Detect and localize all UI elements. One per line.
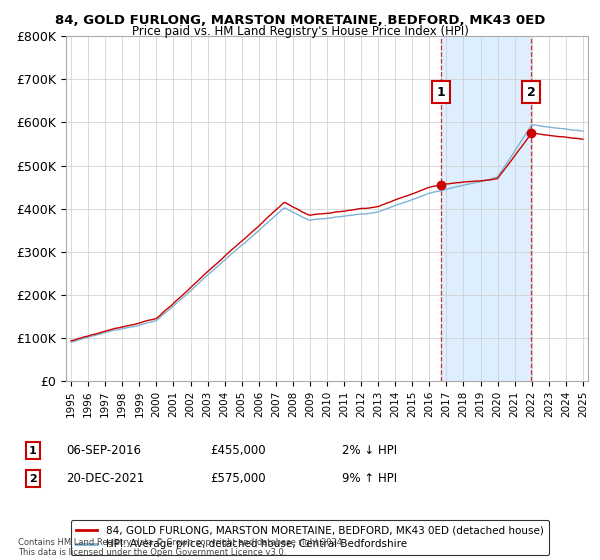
Text: Price paid vs. HM Land Registry's House Price Index (HPI): Price paid vs. HM Land Registry's House … [131,25,469,38]
Text: Contains HM Land Registry data © Crown copyright and database right 2024.
This d: Contains HM Land Registry data © Crown c… [18,538,344,557]
Text: 84, GOLD FURLONG, MARSTON MORETAINE, BEDFORD, MK43 0ED: 84, GOLD FURLONG, MARSTON MORETAINE, BED… [55,14,545,27]
Text: 20-DEC-2021: 20-DEC-2021 [66,472,144,486]
Text: 1: 1 [29,446,37,456]
Legend: 84, GOLD FURLONG, MARSTON MORETAINE, BEDFORD, MK43 0ED (detached house), HPI: Av: 84, GOLD FURLONG, MARSTON MORETAINE, BED… [71,520,548,554]
Text: 06-SEP-2016: 06-SEP-2016 [66,444,141,458]
Bar [441,36,531,381]
Text: £455,000: £455,000 [210,444,266,458]
Text: 2: 2 [29,474,37,484]
Text: 1: 1 [437,86,445,99]
Text: £575,000: £575,000 [210,472,266,486]
Text: 2: 2 [527,86,536,99]
Text: 2% ↓ HPI: 2% ↓ HPI [342,444,397,458]
Text: 9% ↑ HPI: 9% ↑ HPI [342,472,397,486]
